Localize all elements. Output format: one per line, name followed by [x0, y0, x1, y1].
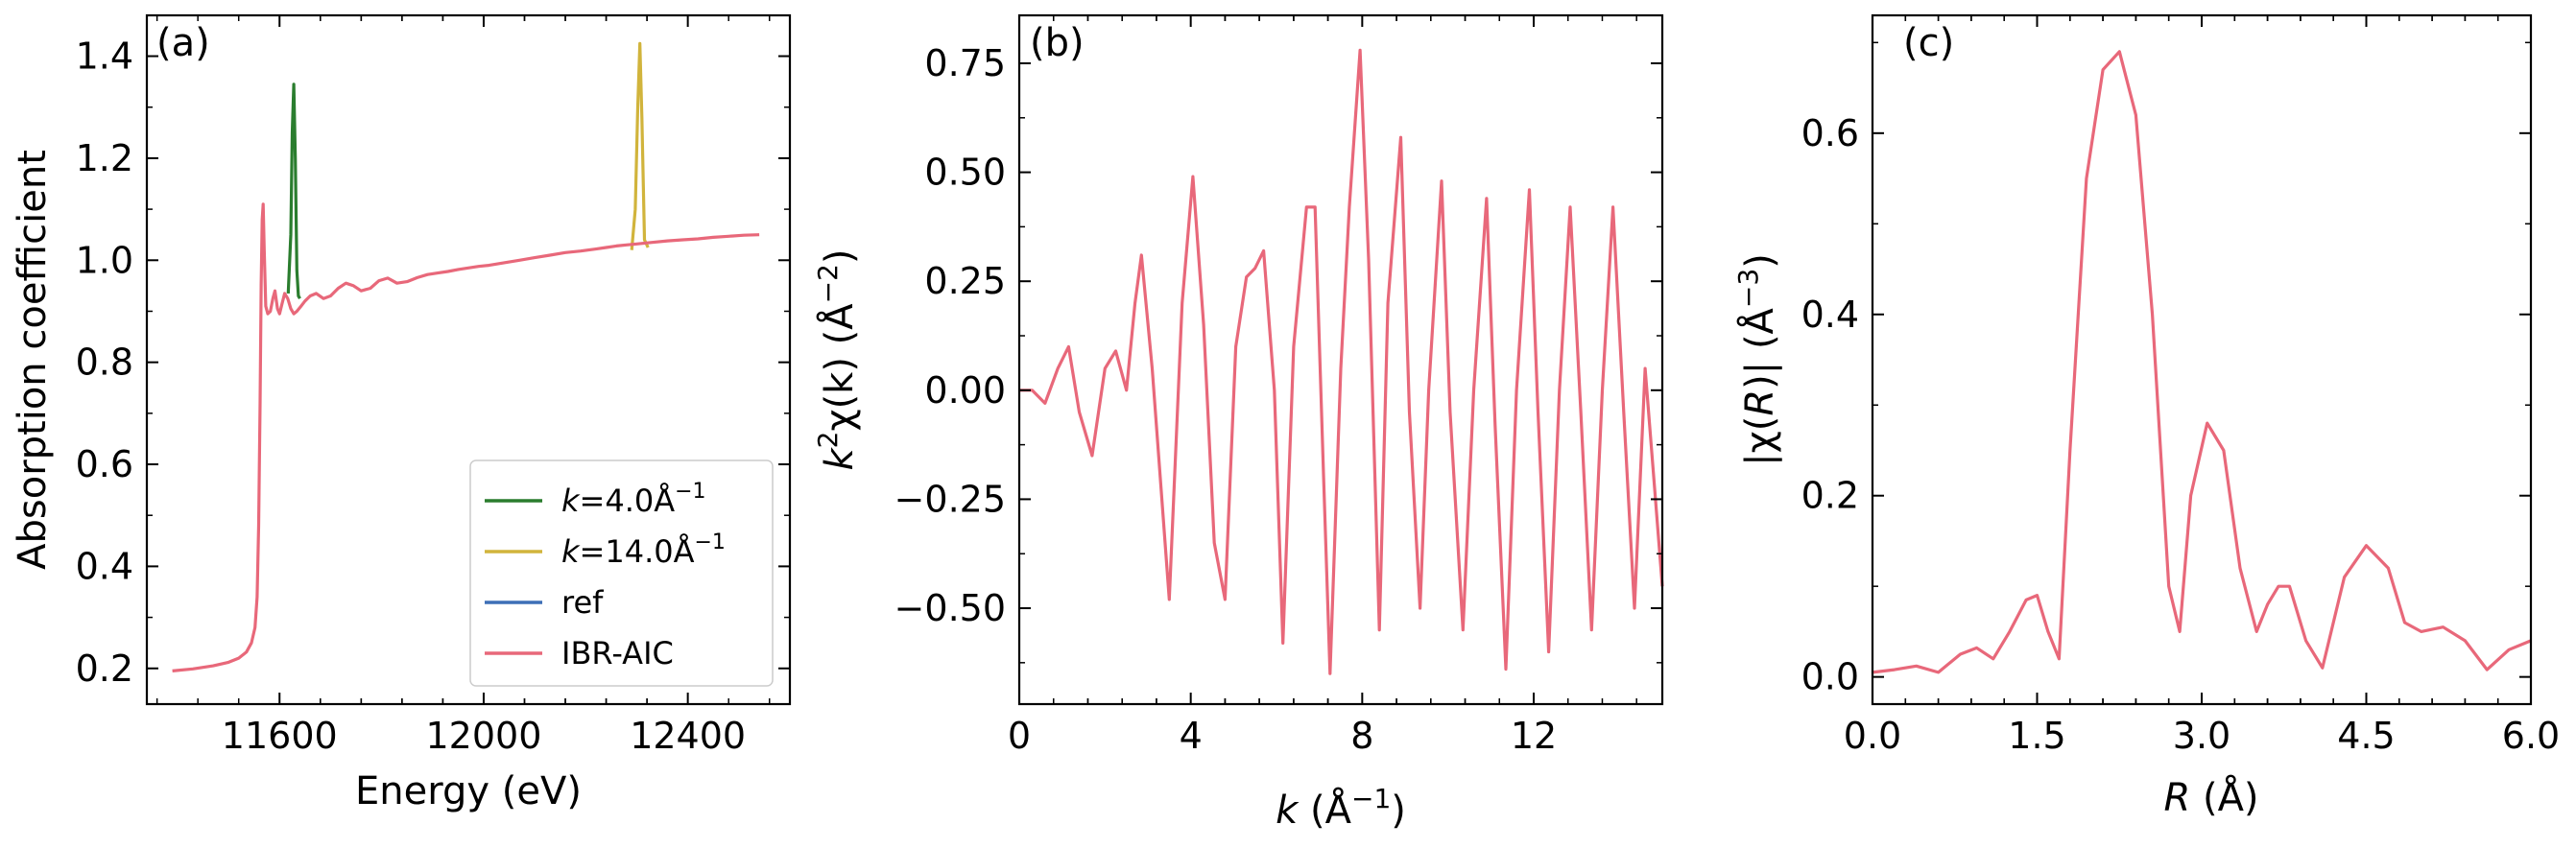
panel-c-ylabel-sup: −3	[1732, 269, 1764, 308]
legend-label-var: k	[561, 483, 581, 519]
panel-c-xlabel-var: R	[2163, 776, 2190, 820]
x-tick-label: 0.0	[1844, 715, 1901, 757]
panel-c-frame	[1871, 13, 2533, 706]
y-tick-label: 0.2	[1801, 475, 1859, 517]
y-tick-label: −0.50	[894, 587, 1006, 629]
panel-a-energy-spectrum: (a) Energy (eV) Absorption coefficient k…	[11, 13, 792, 813]
panel-b-ylabel-mid: χ(k) (Å	[816, 303, 862, 432]
panel-c-ylabel-var: R	[1738, 389, 1782, 416]
y-tick-label: 0.6	[1801, 112, 1859, 154]
panel-a-frame	[145, 13, 792, 706]
panel-c-xlabel: R (Å)	[2163, 774, 2258, 820]
legend-label-sup: −1	[675, 480, 705, 504]
y-tick-label: 0.4	[1801, 294, 1859, 336]
x-tick-label: 12000	[426, 715, 542, 757]
x-tick-label: 12	[1511, 715, 1557, 757]
legend-label-text: ref	[561, 584, 604, 621]
panel-c-xlabel-unit: (Å)	[2190, 774, 2258, 820]
panel-c-ylabel-mid: )| (Å	[1736, 307, 1782, 389]
legend-label-1: k=14.0Å−1	[561, 530, 726, 570]
legend-label-var: k	[561, 533, 581, 570]
x-tick-label: 1.5	[2008, 715, 2065, 757]
panel-b-ylabel: k2χ(k) (Å−2)	[812, 248, 862, 470]
axis-ticks: 11600 12000 12400 0.2 0.4 0.6 0.8 1.0 1.2 1.4	[76, 15, 790, 757]
x-tick-label: 11600	[222, 715, 338, 757]
y-tick-label: 1.0	[76, 239, 133, 281]
panel-b-frame	[1017, 13, 1664, 706]
series-line-0	[286, 82, 301, 300]
panel-b-label: (b)	[1030, 21, 1085, 65]
legend-label-3: IBR-AIC	[561, 635, 674, 671]
y-tick-label: 0.8	[76, 342, 133, 384]
series-line-1	[630, 41, 650, 250]
panel-c-ylabel-close: )	[1738, 253, 1782, 269]
panel-b-xlabel-close: )	[1391, 789, 1406, 833]
y-tick-label: 0.4	[76, 545, 133, 587]
plot-lines	[1872, 50, 2532, 674]
plot-lines	[172, 41, 760, 672]
series-line-0	[1019, 48, 1664, 675]
legend-label-0: k=4.0Å−1	[561, 480, 706, 519]
x-tick-label: 0	[1008, 715, 1031, 757]
panel-c-ylabel: |χ(R)| (Å−3)	[1732, 253, 1782, 466]
panel-b-xlabel-unit: (Å	[1298, 787, 1351, 833]
plot-lines	[1019, 48, 1664, 675]
panel-a-ylabel: Absorption coefficient	[11, 150, 55, 570]
y-tick-label: 1.2	[76, 137, 133, 179]
legend-box	[469, 459, 774, 687]
y-tick-label: 0.75	[924, 42, 1006, 84]
y-tick-label: 0.0	[1801, 656, 1859, 698]
panel-b-k-space: (b) k (Å−1) k2χ(k) (Å−2) 0 4 8 12−0.50−0.25…	[812, 13, 1664, 833]
panel-c-r-space: (c) R (Å) |χ(R)| (Å−3) 0.0 1.5 3.0 4.5 6.00.…	[1732, 13, 2560, 820]
panel-a-xlabel: Energy (eV)	[355, 769, 582, 813]
series-line-0	[1872, 50, 2532, 674]
y-tick-label: 0.2	[76, 648, 133, 690]
x-tick-label: 12400	[630, 715, 746, 757]
y-tick-label: 0.50	[924, 152, 1006, 194]
y-tick-label: 0.00	[924, 369, 1006, 412]
y-tick-label: 0.25	[924, 260, 1006, 302]
x-tick-label: 8	[1350, 715, 1373, 757]
axis-ticks: 0.0 1.5 3.0 4.5 6.0 0.0 0.2 0.4 0.6	[1801, 15, 2560, 757]
x-tick-label: 4.5	[2337, 715, 2395, 757]
axis-ticks: 0 4 8 12 −0.50 −0.25 0.00 0.25 0.50 0.75	[894, 15, 1662, 757]
panel-b-ylabel-sup1: 2	[812, 432, 844, 449]
panel-a-label: (a)	[156, 21, 210, 65]
legend-label-2: ref	[561, 584, 604, 621]
x-tick-label: 6.0	[2502, 715, 2560, 757]
legend-label-sup: −1	[694, 530, 725, 554]
x-tick-label: 4	[1180, 715, 1203, 757]
legend-label-text: IBR-AIC	[561, 635, 674, 671]
panel-b-xlabel: k (Å−1)	[1276, 783, 1406, 833]
panel-c-ylabel-pre: |χ(	[1738, 416, 1782, 466]
legend-label-text: =14.0Å	[580, 533, 695, 570]
panel-b-ylabel-close: )	[818, 248, 862, 264]
y-tick-label: −0.25	[894, 478, 1006, 520]
panel-b-xlabel-var: k	[1276, 789, 1300, 833]
panel-b-xlabel-sup: −1	[1351, 783, 1391, 814]
panel-b-ylabel-var: k	[818, 447, 862, 471]
y-tick-label: 0.6	[76, 443, 133, 485]
series-line-3	[172, 202, 760, 672]
panel-c-label: (c)	[1903, 21, 1954, 65]
legend-label-text: =4.0Å	[580, 483, 676, 519]
y-tick-label: 1.4	[76, 35, 133, 78]
x-tick-label: 3.0	[2173, 715, 2230, 757]
panel-b-ylabel-sup2: −2	[812, 264, 844, 303]
